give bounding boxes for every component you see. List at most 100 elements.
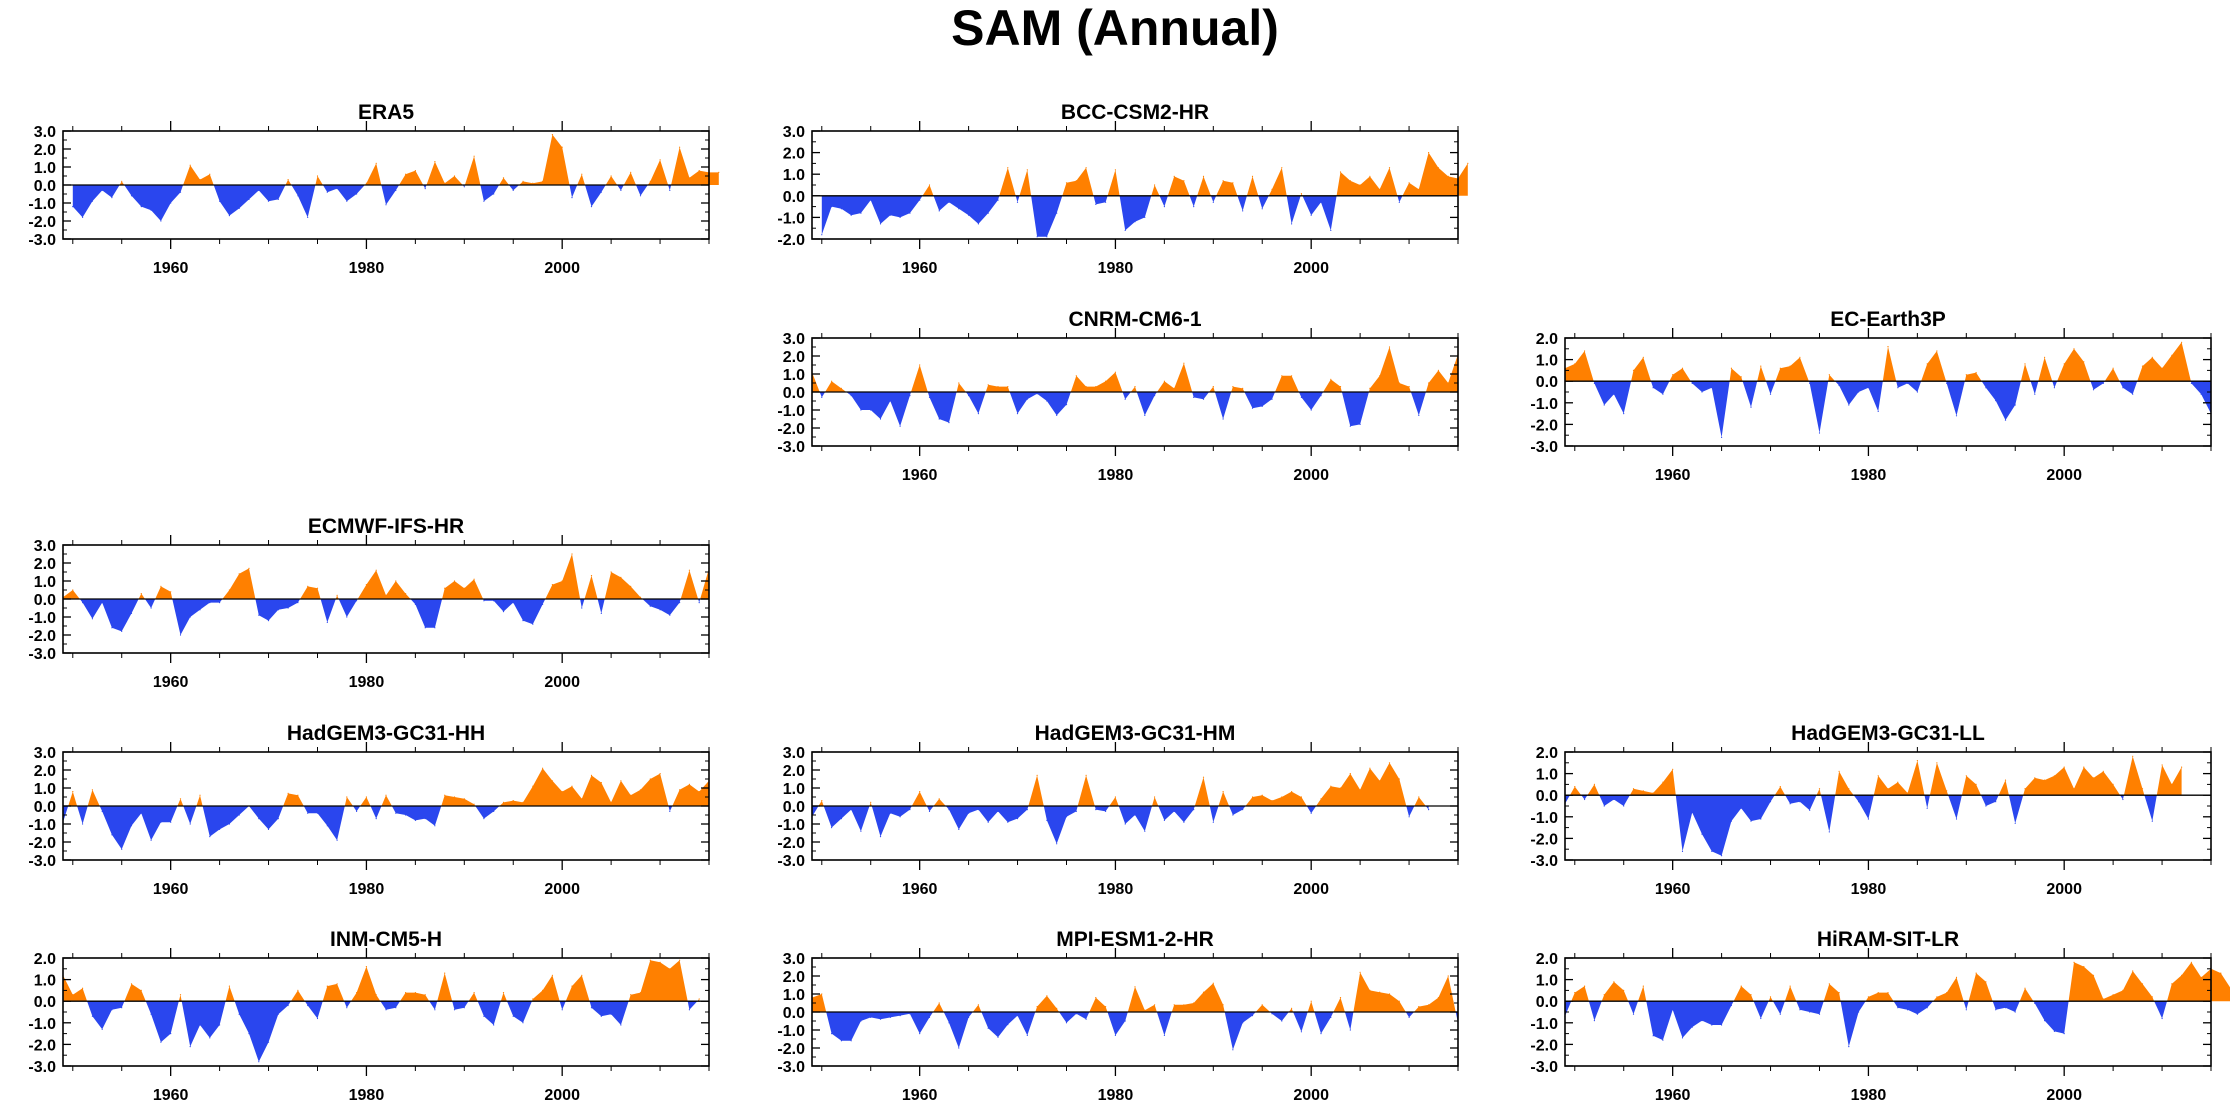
positive-area [351,966,381,1002]
positive-area [531,975,560,1002]
y-tick-label: 0.0 [34,178,56,195]
positive-area [63,975,88,1002]
data-point [2034,1002,2036,1005]
negative-area [234,1001,291,1062]
data-point [1261,794,1263,796]
data-point [1652,387,1654,389]
negative-area [1948,795,1962,819]
data-point [170,1033,172,1035]
data-point [1075,1013,1077,1015]
x-tick-label: 1960 [902,260,938,277]
data-point [1075,180,1077,182]
data-point [1193,206,1195,208]
data-point [2073,788,2075,790]
data-point [938,210,940,212]
data-point [2102,998,2104,1000]
negative-area [1646,1001,1734,1041]
x-tick-label: 1960 [902,881,938,898]
data-point [121,848,123,850]
positive-area [1631,357,1651,382]
negative-area [320,599,336,623]
data-point [1691,811,1693,814]
data-point [542,989,544,992]
data-point [1144,216,1146,218]
data-point [649,959,651,961]
negative-area [933,195,1000,224]
data-point [375,569,377,571]
data-point [1114,169,1116,171]
data-point [1418,188,1420,190]
negative-area [87,1001,125,1030]
data-point [1320,798,1322,800]
positive-area [1733,986,1754,1002]
positive-area [1865,992,1894,1002]
panel-title: ERA5 [358,101,414,124]
data-point [502,801,505,804]
data-point [385,794,387,796]
positive-area [2023,767,2121,796]
data-point [1202,776,1205,778]
y-tick-label: 1.0 [34,574,56,591]
positive-area [1323,379,1342,392]
negative-area [945,806,1029,830]
data-point [581,974,583,976]
data-point [2073,348,2075,350]
y-tick-label: 0.0 [1536,788,1558,805]
y-tick-label: -3.0 [777,439,805,456]
data-point [463,587,465,589]
data-point [91,200,93,202]
data-point [424,188,426,190]
x-tick-label: 1980 [349,260,385,277]
data-point [1291,223,1293,225]
positive-area [812,994,827,1012]
data-point [307,216,309,218]
data-point [2102,770,2104,773]
data-point [502,177,505,179]
data-point [522,180,524,182]
data-point [1437,167,1439,169]
data-point [2083,766,2085,768]
data-point [639,789,642,791]
data-point [1584,985,1586,987]
data-point [2171,354,2173,356]
y-tick-label: -2.0 [28,835,56,852]
panel-hadgem3-gc31-hh: HadGEM3-GC31-HH 3.02.01.00.0-1.0-2.0-3.0 1… [28,722,710,898]
data-point [1398,201,1400,203]
y-tick-label: -3.0 [28,232,56,249]
data-point [968,214,970,216]
x-tick-label: 1980 [1098,881,1134,898]
positive-area [2167,962,2230,1002]
data-point [870,801,872,804]
x-tick-label: 1960 [1655,467,1691,484]
data-point [1007,167,1009,169]
positive-area [1209,386,1215,392]
data-point [948,201,950,203]
data-point [860,212,862,214]
negative-area [1214,392,1232,419]
data-point [1300,193,1302,195]
positive-area [545,554,581,599]
data-point [1095,203,1097,205]
data-point [1379,991,1381,993]
negative-area [1628,1001,1638,1015]
data-point [1261,208,1263,210]
negative-area [1893,1001,1933,1015]
negative-area [2030,381,2039,395]
data-point [1075,375,1077,377]
positive-area [1998,780,2009,796]
data-point [571,197,573,199]
x-tick-label: 1980 [349,674,385,691]
data-point [850,214,852,216]
data-point [1408,1016,1410,1019]
positive-area [360,797,371,806]
negative-area [1796,1001,1824,1015]
negative-area [1690,381,1730,438]
negative-area [344,1001,351,1008]
data-point [581,173,583,175]
x-tick-label: 1980 [1098,260,1134,277]
negative-area [303,806,345,841]
y-tick-label: 1.0 [783,781,805,798]
data-point [1603,994,1605,996]
data-point [1809,1011,1811,1013]
negative-area [819,392,826,398]
